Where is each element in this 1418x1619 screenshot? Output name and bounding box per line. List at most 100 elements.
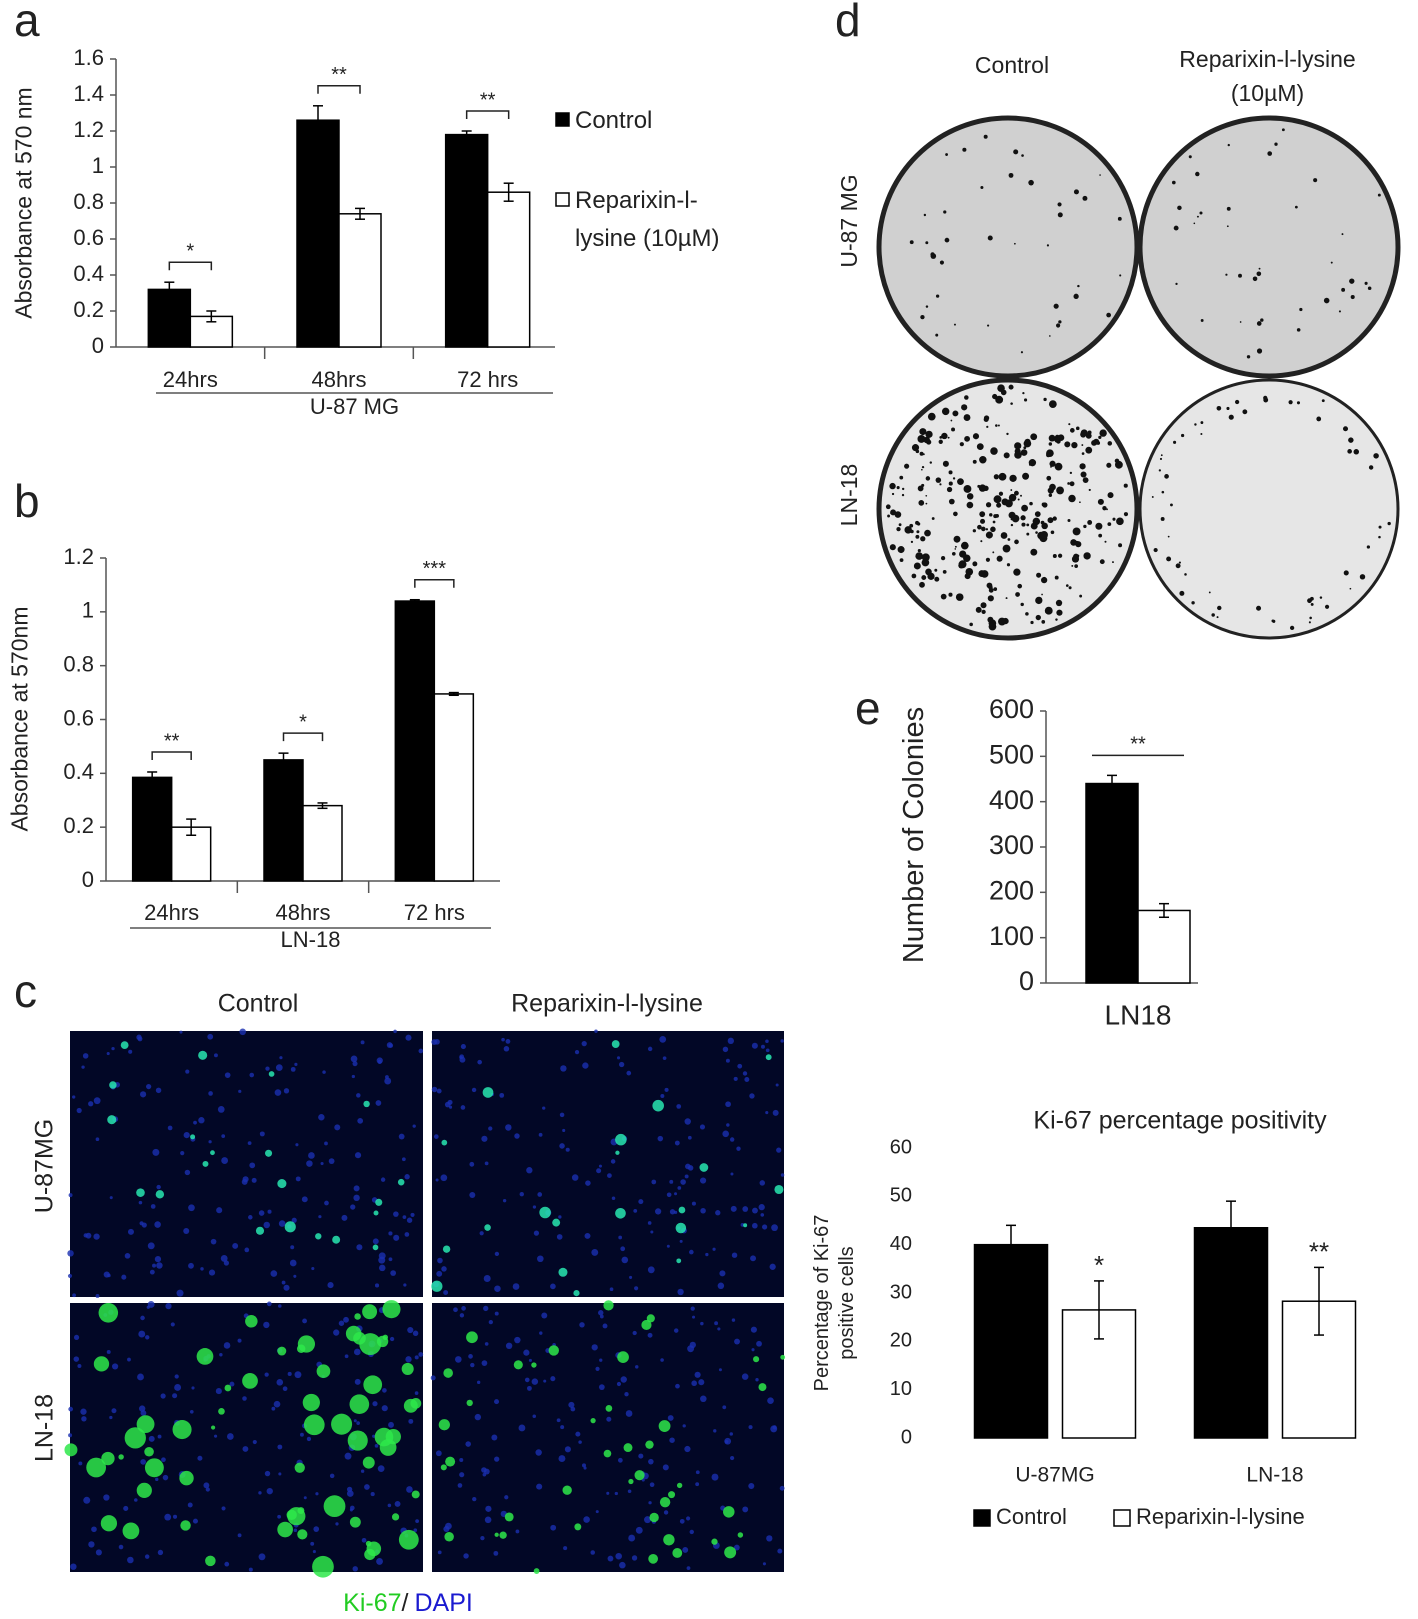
colony [1235, 399, 1240, 405]
nucleus [680, 1179, 686, 1185]
nucleus [76, 1107, 82, 1114]
ki67-cell [590, 1418, 596, 1424]
nucleus [83, 1233, 88, 1238]
colony [948, 481, 953, 486]
nucleus [70, 1563, 77, 1570]
nucleus [390, 1270, 397, 1276]
nucleus [550, 1524, 557, 1531]
nucleus [659, 1035, 667, 1043]
nucleus [669, 1209, 676, 1215]
nucleus [594, 1029, 598, 1034]
nucleus [277, 1444, 283, 1450]
nucleus [406, 1217, 413, 1223]
nucleus [179, 1030, 183, 1034]
colony [1020, 515, 1026, 521]
nucleus [221, 1134, 226, 1138]
colony [989, 513, 993, 517]
nucleus [436, 1088, 442, 1094]
colony [1043, 397, 1047, 402]
colony [1015, 592, 1020, 597]
colony [1057, 553, 1063, 558]
nucleus [88, 1101, 94, 1107]
nucleus [614, 1491, 618, 1496]
nucleus [172, 1514, 178, 1519]
nucleus [575, 1431, 581, 1437]
nucleus [303, 1496, 307, 1500]
nucleus [283, 1284, 290, 1291]
nucleus [730, 1205, 737, 1212]
ki67-cell [277, 1521, 293, 1538]
nucleus [227, 1433, 234, 1440]
colony [1008, 384, 1014, 390]
colony [1330, 261, 1333, 264]
ki67-cell [615, 1150, 620, 1155]
ki67-cell [403, 1398, 418, 1413]
ki67-cell [277, 1346, 287, 1356]
y-axis-label: Number of Colonies [897, 706, 930, 964]
nucleus [457, 1483, 463, 1488]
nucleus [663, 1510, 669, 1515]
colony [981, 609, 986, 615]
nucleus [301, 1196, 308, 1203]
ki67-cell [533, 1568, 540, 1574]
colony [985, 531, 993, 539]
nucleus [249, 1162, 256, 1169]
ki67-cell [180, 1520, 191, 1531]
plate [876, 377, 1140, 641]
nucleus [469, 1161, 475, 1167]
nucleus [147, 1242, 155, 1250]
nucleus [73, 1356, 80, 1362]
colony [1294, 205, 1298, 209]
colony [975, 606, 982, 613]
colony [889, 482, 896, 490]
nucleus [322, 1070, 326, 1074]
ki67-cell [347, 1430, 368, 1451]
nucleus [760, 1044, 765, 1049]
nucleus [470, 1362, 475, 1368]
colony [941, 407, 950, 416]
colony [921, 575, 927, 581]
colony [939, 260, 944, 265]
colony [1193, 222, 1196, 225]
colony [931, 517, 935, 520]
colony [951, 427, 956, 432]
nucleus [232, 1243, 239, 1249]
nucleus [106, 1052, 110, 1056]
colony [972, 561, 978, 567]
colony [1083, 524, 1087, 529]
nucleus [310, 1541, 315, 1546]
nucleus [324, 1200, 329, 1206]
ki67-cell [397, 1178, 405, 1186]
nucleus [282, 1386, 288, 1392]
nucleus [403, 1283, 407, 1287]
colony [950, 419, 953, 422]
row-label: LN-18 [31, 1394, 59, 1462]
nucleus [621, 1256, 629, 1264]
nucleus [729, 1432, 733, 1436]
nucleus [73, 1334, 80, 1341]
colony [942, 460, 949, 467]
colony [1072, 527, 1081, 536]
colony [966, 501, 974, 509]
nucleus [352, 1061, 358, 1067]
nucleus [217, 1106, 225, 1113]
nucleus [775, 1083, 779, 1087]
nucleus [72, 1293, 77, 1298]
row-label: U-87 MG [836, 174, 862, 267]
nucleus [504, 1495, 509, 1500]
colony [925, 305, 929, 308]
nucleus [673, 1328, 679, 1333]
ki67-cell [466, 1399, 473, 1407]
panel-letter: e [855, 682, 881, 734]
nucleus [700, 1395, 707, 1403]
ki67-cell [245, 1315, 258, 1328]
colony [909, 240, 914, 245]
colony [925, 494, 928, 497]
nucleus [273, 1400, 281, 1408]
nucleus [686, 1516, 691, 1521]
nucleus [570, 1406, 576, 1412]
colony [1049, 483, 1056, 491]
ki67-cell [723, 1506, 735, 1518]
nucleus [727, 1037, 734, 1045]
nucleus [415, 1519, 419, 1523]
